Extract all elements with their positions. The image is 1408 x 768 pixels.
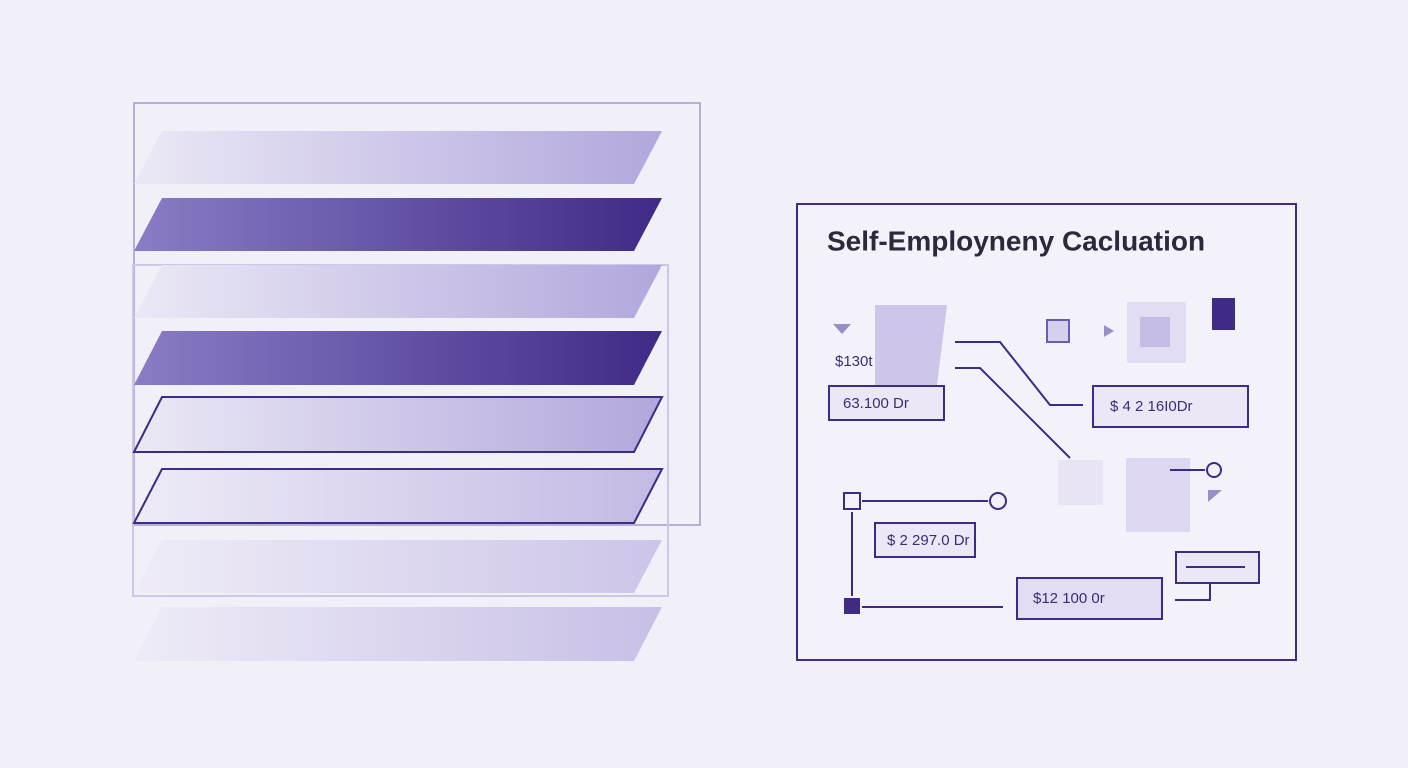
layer (132, 396, 664, 453)
layer (134, 131, 662, 184)
layer (134, 540, 662, 593)
amount-box (828, 385, 945, 421)
amount-box (1016, 577, 1163, 620)
amount: $130t (835, 353, 873, 370)
layer (132, 468, 664, 524)
node (843, 492, 861, 510)
arrow (1104, 325, 1114, 337)
node (844, 598, 860, 614)
amount-box (874, 522, 976, 558)
layer (134, 265, 662, 318)
layer (134, 331, 662, 385)
layer (134, 198, 662, 251)
node (1206, 462, 1222, 478)
connector (955, 367, 1071, 459)
amount-box (1092, 385, 1249, 428)
node (1046, 319, 1070, 343)
amount: $ 4 2 16I0Dr (1110, 398, 1193, 415)
connector (955, 341, 1083, 406)
marker (1208, 490, 1222, 502)
marker (833, 324, 851, 334)
shape (875, 305, 947, 385)
amount: $12 100 0r (1033, 590, 1105, 607)
node (1212, 298, 1235, 330)
node (1058, 460, 1103, 505)
panel-title: Self-Employneny Cacluation (827, 225, 1205, 256)
node (989, 492, 1007, 510)
node (1140, 317, 1170, 347)
connector (1175, 583, 1211, 601)
layer (134, 607, 662, 661)
amount: 63.100 Dr (843, 395, 909, 412)
amount: $ 2 297.0 Dr (887, 532, 970, 549)
